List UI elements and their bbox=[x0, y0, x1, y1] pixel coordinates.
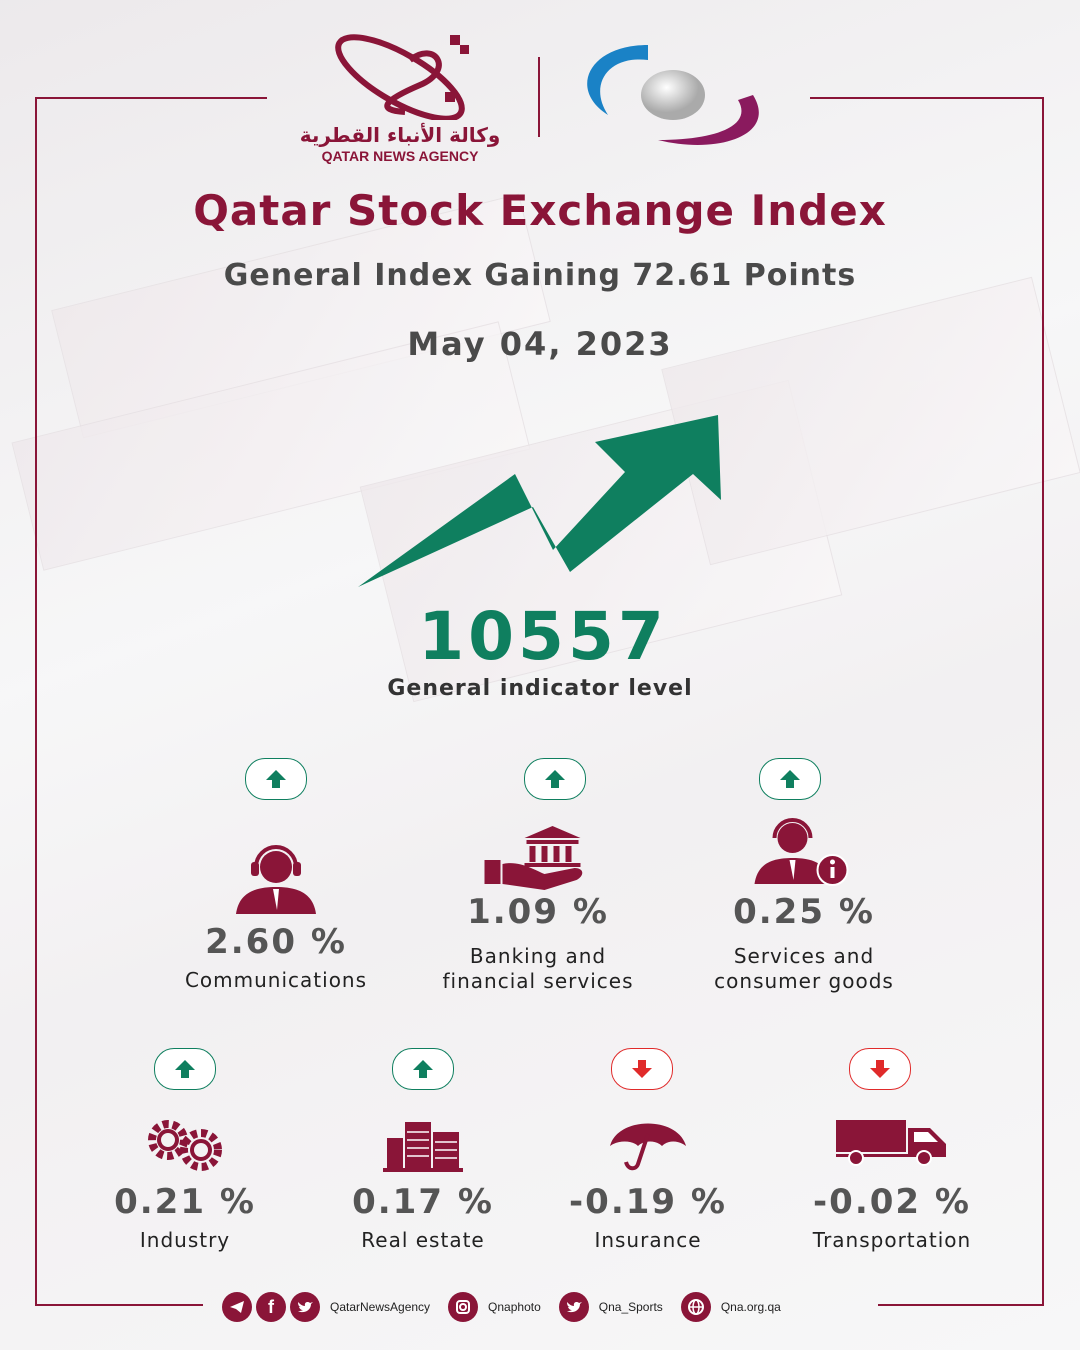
trend-up-arrow-icon bbox=[358, 415, 721, 587]
sector-change-banking: 1.09 % bbox=[467, 892, 609, 932]
call-center-agent-icon bbox=[236, 845, 316, 914]
trend-up-icon bbox=[392, 1048, 454, 1090]
trend-down-icon bbox=[611, 1048, 673, 1090]
globe-icon[interactable] bbox=[680, 1292, 711, 1322]
sector-name-services-line2: consumer goods bbox=[714, 969, 894, 993]
frame-line bbox=[35, 1304, 203, 1306]
frame-line bbox=[35, 97, 267, 99]
social-handle-main[interactable]: QatarNewsAgency bbox=[330, 1300, 431, 1314]
telegram-icon[interactable] bbox=[222, 1292, 252, 1322]
sector-name-transportation: Transportation bbox=[812, 1228, 972, 1252]
website-link[interactable]: Qna.org.qa bbox=[720, 1300, 781, 1314]
frame-line bbox=[35, 97, 37, 1306]
page-subtitle: General Index Gaining 72.61 Points bbox=[223, 258, 857, 293]
service-agent-info-icon bbox=[754, 818, 849, 886]
frame-line bbox=[878, 1304, 1044, 1306]
page-title: Qatar Stock Exchange Index bbox=[193, 186, 887, 235]
frame-line bbox=[1042, 97, 1044, 1306]
sports-twitter-handle[interactable]: Qna_Sports bbox=[598, 1300, 663, 1314]
trend-up-icon bbox=[524, 758, 586, 800]
sector-change-real-estate: 0.17 % bbox=[352, 1182, 494, 1222]
twitter-icon[interactable] bbox=[558, 1292, 589, 1322]
agency-name-ar: وكالة الأنباء القطرية bbox=[299, 123, 501, 147]
sector-change-transportation: -0.02 % bbox=[813, 1182, 971, 1222]
sector-change-industry: 0.21 % bbox=[114, 1182, 256, 1222]
partner-logo bbox=[587, 45, 759, 145]
trend-up-icon bbox=[245, 758, 307, 800]
trend-down-icon bbox=[849, 1048, 911, 1090]
trend-up-icon bbox=[154, 1048, 216, 1090]
sector-name-communications: Communications bbox=[184, 968, 368, 992]
instagram-handle[interactable]: Qnaphoto bbox=[488, 1300, 541, 1314]
bank-hand-icon bbox=[484, 826, 583, 890]
agency-name-en: QATAR NEWS AGENCY bbox=[321, 148, 479, 164]
sector-name-banking-line1: Banking and bbox=[469, 944, 607, 968]
sector-change-communications: 2.60 % bbox=[205, 922, 347, 962]
report-date: May 04, 2023 bbox=[407, 325, 673, 363]
sector-name-insurance: Insurance bbox=[594, 1228, 702, 1252]
sector-change-services: 0.25 % bbox=[733, 892, 875, 932]
sector-name-real-estate: Real estate bbox=[361, 1228, 485, 1252]
frame-line bbox=[810, 97, 1044, 99]
trend-up-icon bbox=[759, 758, 821, 800]
general-index-label: General indicator level bbox=[387, 676, 693, 701]
logo-divider bbox=[538, 57, 540, 137]
social-footer: f QatarNewsAgency Qnaphoto Qna_Sports Qn… bbox=[222, 1292, 795, 1322]
instagram-icon[interactable] bbox=[448, 1292, 479, 1322]
umbrella-icon bbox=[610, 1123, 686, 1171]
buildings-icon bbox=[383, 1122, 463, 1172]
general-index-value: 10557 bbox=[418, 598, 668, 675]
truck-icon bbox=[836, 1120, 946, 1166]
sector-name-services-line1: Services and bbox=[733, 944, 875, 968]
sector-name-banking-line2: financial services bbox=[442, 969, 634, 993]
gears-icon bbox=[148, 1120, 222, 1171]
sector-change-insurance: -0.19 % bbox=[569, 1182, 727, 1222]
facebook-icon[interactable]: f bbox=[256, 1292, 286, 1322]
sector-name-industry: Industry bbox=[139, 1228, 231, 1252]
twitter-icon[interactable] bbox=[290, 1292, 320, 1322]
qna-logo bbox=[335, 34, 469, 120]
